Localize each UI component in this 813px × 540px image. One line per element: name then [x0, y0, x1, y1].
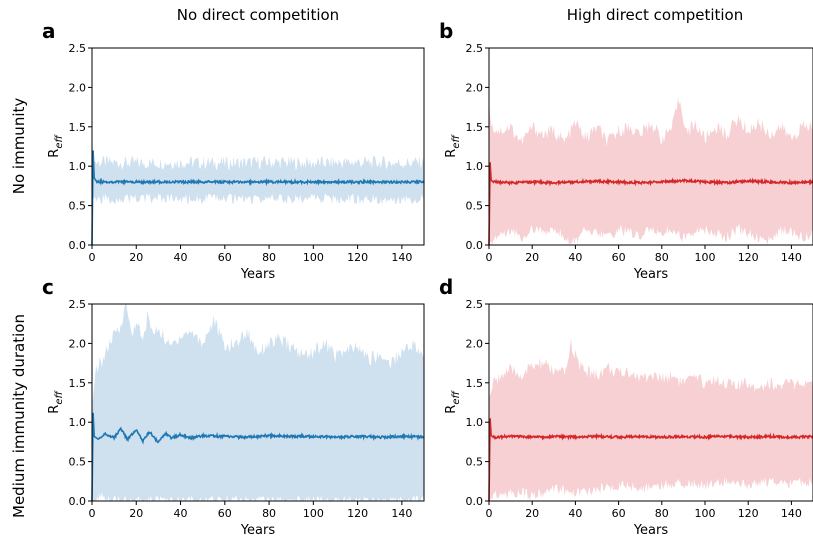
column-title-left: No direct competition [177, 6, 339, 24]
x-axis-label-d: Years [633, 523, 669, 538]
x-tick-label-b-3: 60 [612, 251, 626, 264]
y-tick-label-a-4: 2.0 [69, 81, 87, 94]
panel-letter-a: a [42, 19, 56, 43]
x-tick-label-d-3: 60 [612, 507, 626, 520]
x-tick-label-c-7: 140 [391, 507, 412, 520]
x-tick-label-d-4: 80 [655, 507, 669, 520]
plot-frame-d [488, 303, 813, 502]
y-tick-label-c-2: 1.0 [69, 416, 87, 429]
y-tick-label-c-3: 1.5 [69, 377, 87, 390]
y-tick-label-b-1: 0.5 [466, 200, 484, 213]
y-tick-label-b-5: 2.5 [466, 42, 484, 55]
x-tick-label-a-0: 0 [89, 251, 96, 264]
x-tick-label-a-1: 20 [129, 251, 143, 264]
y-tick-label-b-2: 1.0 [466, 160, 484, 173]
x-axis-label-a: Years [240, 267, 276, 282]
x-tick-label-d-1: 20 [525, 507, 539, 520]
x-tick-label-a-2: 40 [174, 251, 188, 264]
y-axis-label-sub: eff [54, 390, 65, 405]
row-title-bottom: Medium immunity duration [10, 314, 28, 518]
panel-c: 0.0 0.5 1.0 1.5 2.0 2.5 0 20 40 60 80 100 120 140 Year… [42, 275, 425, 538]
y-axis-label-main: R [444, 405, 459, 414]
y-tick-label-c-5: 2.5 [69, 298, 87, 311]
x-axis-label-b: Years [633, 267, 669, 282]
y-tick-label-d-2: 1.0 [466, 416, 484, 429]
mean-line-b [488, 162, 813, 246]
y-tick-label-d-0: 0.0 [466, 495, 484, 508]
y-axis-label-b: Reff [444, 134, 462, 158]
x-tick-label-a-5: 100 [303, 251, 324, 264]
y-tick-label-c-0: 0.0 [69, 495, 87, 508]
x-tick-label-b-7: 140 [781, 251, 802, 264]
y-axis-label-main: R [47, 405, 62, 414]
x-axis-label-c: Years [240, 523, 276, 538]
confidence-band-a [92, 155, 424, 205]
x-tick-label-b-4: 80 [655, 251, 669, 264]
column-title-right: High direct competition [567, 6, 743, 24]
x-tick-label-c-4: 80 [262, 507, 276, 520]
y-axis-label-a: Reff [47, 134, 65, 158]
y-axis-label-sub: eff [451, 134, 462, 149]
x-tick-label-c-6: 120 [347, 507, 368, 520]
x-tick-label-d-5: 100 [695, 507, 716, 520]
mean-line-a [91, 150, 425, 246]
y-tick-label-d-4: 2.0 [466, 337, 484, 350]
x-tick-label-b-0: 0 [486, 251, 493, 264]
panel-letter-b: b [439, 19, 453, 43]
x-tick-label-b-5: 100 [695, 251, 716, 264]
panel-d: 0.0 0.5 1.0 1.5 2.0 2.5 0 20 40 60 80 100 120 140 Year… [439, 275, 813, 538]
x-tick-label-a-6: 120 [347, 251, 368, 264]
plot-frame-c [91, 303, 425, 502]
x-tick-label-c-0: 0 [89, 507, 96, 520]
y-tick-label-b-4: 2.0 [466, 81, 484, 94]
y-axis-label-sub: eff [54, 134, 65, 149]
y-tick-label-a-1: 0.5 [69, 200, 87, 213]
plot-frame-b [488, 47, 813, 246]
x-tick-label-c-3: 60 [218, 507, 232, 520]
panels: 0.0 0.5 1.0 1.5 2.0 2.5 0 20 40 60 80 100 120 140 Year… [42, 19, 813, 538]
x-tick-label-c-2: 40 [174, 507, 188, 520]
x-tick-label-d-2: 40 [568, 507, 582, 520]
panel-letter-c: c [42, 275, 54, 299]
x-tick-label-b-6: 120 [738, 251, 759, 264]
x-tick-label-d-7: 140 [781, 507, 802, 520]
x-tick-label-c-1: 20 [129, 507, 143, 520]
y-tick-label-c-1: 0.5 [69, 456, 87, 469]
panel-a: 0.0 0.5 1.0 1.5 2.0 2.5 0 20 40 60 80 100 120 140 Year… [42, 19, 425, 282]
x-tick-label-c-5: 100 [303, 507, 324, 520]
panel-b: 0.0 0.5 1.0 1.5 2.0 2.5 0 20 40 60 80 100 120 140 Year… [439, 19, 813, 282]
y-tick-label-d-1: 0.5 [466, 456, 484, 469]
x-tick-label-b-2: 40 [568, 251, 582, 264]
y-axis-label-d: Reff [444, 390, 462, 414]
y-tick-label-a-3: 1.5 [69, 121, 87, 134]
mean-line-d [488, 418, 813, 502]
confidence-band-c [92, 304, 424, 501]
y-tick-label-c-4: 2.0 [69, 337, 87, 350]
y-tick-label-d-5: 2.5 [466, 298, 484, 311]
y-tick-label-a-2: 1.0 [69, 160, 87, 173]
confidence-band-b [489, 96, 813, 246]
row-title-top: No immunity [10, 98, 28, 195]
panel-letter-d: d [439, 275, 453, 299]
y-axis-label-main: R [444, 149, 459, 158]
y-axis-label-sub: eff [451, 390, 462, 405]
y-tick-label-a-0: 0.0 [69, 239, 87, 252]
y-tick-label-b-0: 0.0 [466, 239, 484, 252]
x-tick-label-b-1: 20 [525, 251, 539, 264]
x-tick-label-a-3: 60 [218, 251, 232, 264]
y-axis-label-main: R [47, 149, 62, 158]
y-tick-label-a-5: 2.5 [69, 42, 87, 55]
mean-line-c [91, 412, 425, 502]
plot-frame-a [91, 47, 425, 246]
y-axis-label-c: Reff [47, 390, 65, 414]
x-tick-label-d-6: 120 [738, 507, 759, 520]
x-tick-label-a-7: 140 [391, 251, 412, 264]
confidence-band-d [489, 338, 813, 501]
x-tick-label-d-0: 0 [486, 507, 493, 520]
y-tick-label-d-3: 1.5 [466, 377, 484, 390]
y-tick-label-b-3: 1.5 [466, 121, 484, 134]
x-tick-label-a-4: 80 [262, 251, 276, 264]
